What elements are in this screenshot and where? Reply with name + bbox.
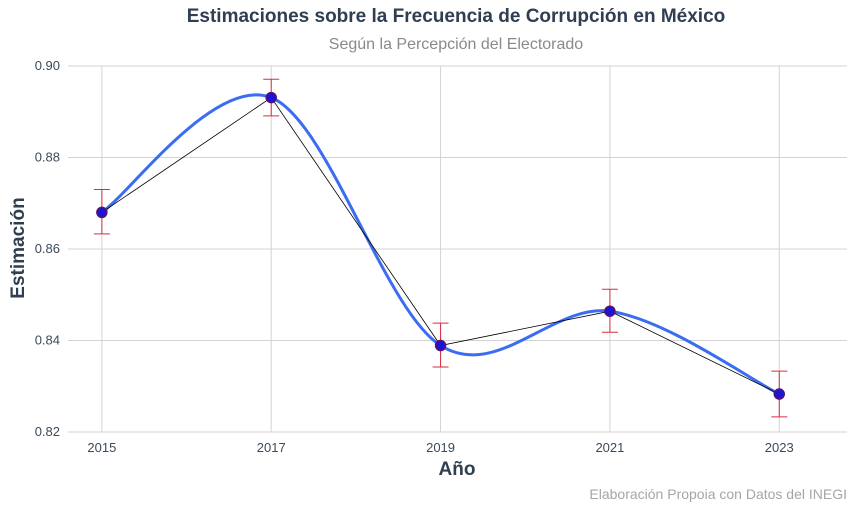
tick-labels: 0.82 0.84 0.86 0.88 0.90 2015 2017 2019 2021 2023 [35,58,794,455]
chart-caption: Elaboración Propoia con Datos del INEGI [589,486,847,502]
x-tick-label: 2019 [426,440,455,455]
data-point [604,305,616,317]
data-point [773,388,786,400]
data-point [434,339,447,352]
y-tick-label: 0.84 [35,333,60,348]
y-axis-title: Estimación [8,197,29,298]
x-tick-label: 2021 [595,440,624,455]
x-tick-label: 2023 [765,440,794,455]
y-tick-label: 0.82 [35,424,60,439]
chart-title: Estimaciones sobre la Frecuencia de Corr… [186,6,726,27]
x-axis-title: Año [439,459,476,480]
data-point [265,91,277,104]
y-tick-label: 0.90 [35,58,60,73]
x-tick-label: 2017 [257,440,286,455]
smooth-trend-line [101,93,780,396]
chart-subtitle: Según la Percepción del Electorado [328,36,584,53]
plot-data [93,78,788,418]
data-point [96,206,108,219]
y-tick-label: 0.86 [35,241,60,256]
x-tick-label: 2015 [87,440,116,455]
y-tick-label: 0.88 [35,150,60,165]
grid-lines [68,65,847,433]
